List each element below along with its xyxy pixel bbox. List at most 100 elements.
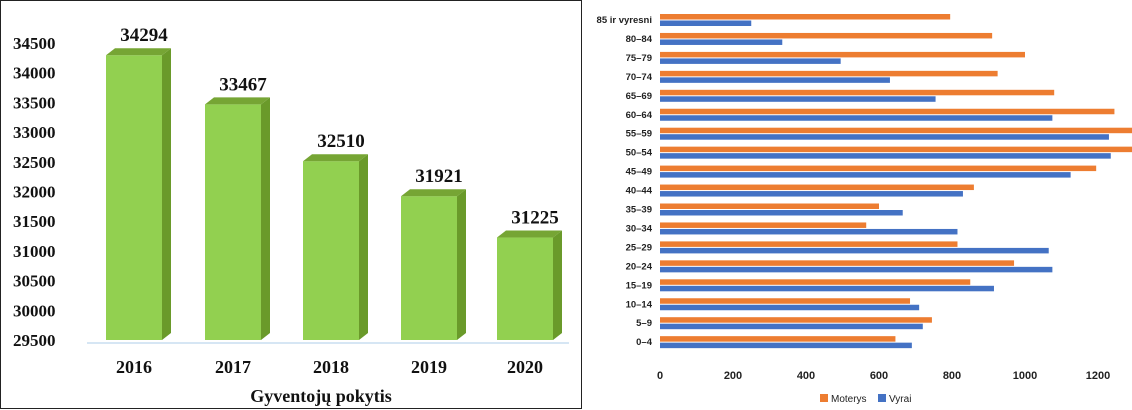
y-tick-label: 75–79 xyxy=(626,53,652,64)
bar-moterys xyxy=(660,241,958,247)
bar-moterys xyxy=(660,336,896,342)
bar-vyrai xyxy=(660,20,752,26)
data-label: 34294 xyxy=(120,25,168,46)
x-tick-label: 800 xyxy=(943,370,961,382)
bar-moterys xyxy=(660,203,879,209)
x-tick-label: 2018 xyxy=(313,357,349,377)
bar-side xyxy=(553,230,562,340)
bar-moterys xyxy=(660,108,1115,115)
x-tick-label: 2019 xyxy=(411,357,447,377)
population-change-bar-chart: 29500 30000 30500 31000 31500 32000 32500 33000… xyxy=(13,25,569,406)
bar-vyrai xyxy=(660,228,958,235)
bar-vyrai xyxy=(660,134,1109,140)
bar-moterys xyxy=(660,222,867,228)
y-tick-label: 25–29 xyxy=(626,242,652,253)
bar-moterys xyxy=(660,127,1132,134)
bar-moterys xyxy=(660,260,1015,266)
y-tick-label: 32000 xyxy=(13,183,56,202)
bar-moterys xyxy=(660,298,911,304)
y-tick-label: 50–54 xyxy=(626,148,653,159)
data-label: 33467 xyxy=(219,74,267,95)
x-tick-label: 200 xyxy=(724,370,742,382)
bar-vyrai xyxy=(660,77,890,83)
bar-vyrai xyxy=(660,172,1071,178)
bar-moterys xyxy=(660,146,1132,153)
bar-vyrai xyxy=(660,342,912,349)
y-tick-label: 0–4 xyxy=(636,337,653,348)
x-tick-label: 1200 xyxy=(1086,370,1110,382)
y-tick-label: 85 ir vyresni xyxy=(597,15,652,26)
bar-vyrai xyxy=(660,210,903,216)
y-tick-label: 31500 xyxy=(13,212,56,231)
bar-top xyxy=(303,154,368,162)
bar xyxy=(401,196,457,340)
x-tick-label: 2017 xyxy=(215,357,251,377)
bar-moterys xyxy=(660,70,998,77)
x-tick-label: 2020 xyxy=(507,357,543,377)
y-tick-label: 60–64 xyxy=(626,110,653,121)
chart-title: Gyventojų pokytis xyxy=(250,386,392,406)
bar-side xyxy=(261,97,270,340)
y-tick-label: 34500 xyxy=(13,34,56,53)
y-tick-label: 30000 xyxy=(13,301,56,320)
bar-moterys xyxy=(660,165,1097,172)
legend-swatch-vyrai xyxy=(878,394,886,402)
legend-label-vyrai: Vyrai xyxy=(889,394,911,405)
bar xyxy=(303,161,359,340)
bar-moterys xyxy=(660,317,932,323)
bar-vyrai xyxy=(660,247,1049,254)
y-tick-label: 15–19 xyxy=(626,280,652,291)
x-tick-label: 2016 xyxy=(116,357,152,377)
bar xyxy=(205,104,261,340)
y-tick-label: 33000 xyxy=(13,123,56,142)
data-label: 31921 xyxy=(415,166,463,187)
bar-moterys xyxy=(660,51,1025,58)
bar xyxy=(106,55,162,341)
bar-moterys xyxy=(660,279,971,285)
bar-vyrai xyxy=(660,153,1111,159)
y-tick-label: 29500 xyxy=(13,331,56,350)
bar-moterys xyxy=(660,14,951,20)
bar-vyrai xyxy=(660,266,1053,273)
x-tick-label: 400 xyxy=(797,370,815,382)
x-tick-label: 1000 xyxy=(1013,370,1037,382)
bar-vyrai xyxy=(660,285,994,292)
y-tick-label: 40–44 xyxy=(626,186,653,197)
y-tick-label: 65–69 xyxy=(626,91,652,102)
legend-swatch-moterys xyxy=(820,394,828,402)
bar-top xyxy=(106,48,171,56)
bar-top xyxy=(497,230,562,238)
legend-label-moterys: Moterys xyxy=(831,394,867,405)
bar-side xyxy=(359,154,368,340)
y-tick-label: 70–74 xyxy=(626,72,653,83)
x-tick-label: 0 xyxy=(657,370,663,382)
data-label: 31225 xyxy=(511,208,559,229)
bar xyxy=(497,237,553,340)
age-distribution-chart-panel: 85 ir vyresni 80–84 75–79 70–74 65–69 60–64 55… xyxy=(582,0,1132,409)
y-tick-label: 45–49 xyxy=(626,167,652,178)
bar-vyrai xyxy=(660,58,841,64)
y-tick-label: 32500 xyxy=(13,153,56,172)
bar-vyrai xyxy=(660,323,923,330)
bar-vyrai xyxy=(660,191,963,197)
bar-vyrai xyxy=(660,39,783,45)
bar-vyrai xyxy=(660,304,920,311)
bar-side xyxy=(457,189,466,340)
bar-moterys xyxy=(660,32,993,39)
population-change-chart-panel: 29500 30000 30500 31000 31500 32000 32500 33000… xyxy=(0,0,582,409)
y-tick-label: 33500 xyxy=(13,93,56,112)
y-tick-label: 35–39 xyxy=(626,205,652,216)
bar-top xyxy=(205,97,270,105)
data-label: 32510 xyxy=(317,131,365,152)
bar-vyrai xyxy=(660,115,1053,121)
y-tick-label: 30–34 xyxy=(626,223,653,234)
bar-top xyxy=(401,189,466,197)
y-tick-label: 30500 xyxy=(13,272,56,291)
x-tick-label: 600 xyxy=(870,370,888,382)
y-tick-label: 5–9 xyxy=(636,318,652,329)
age-sex-bar-chart: 85 ir vyresni 80–84 75–79 70–74 65–69 60–64 55… xyxy=(597,14,1132,405)
bar-moterys xyxy=(660,184,974,191)
bar-moterys xyxy=(660,89,1055,96)
y-tick-label: 20–24 xyxy=(626,261,653,272)
y-tick-label: 80–84 xyxy=(626,34,653,45)
